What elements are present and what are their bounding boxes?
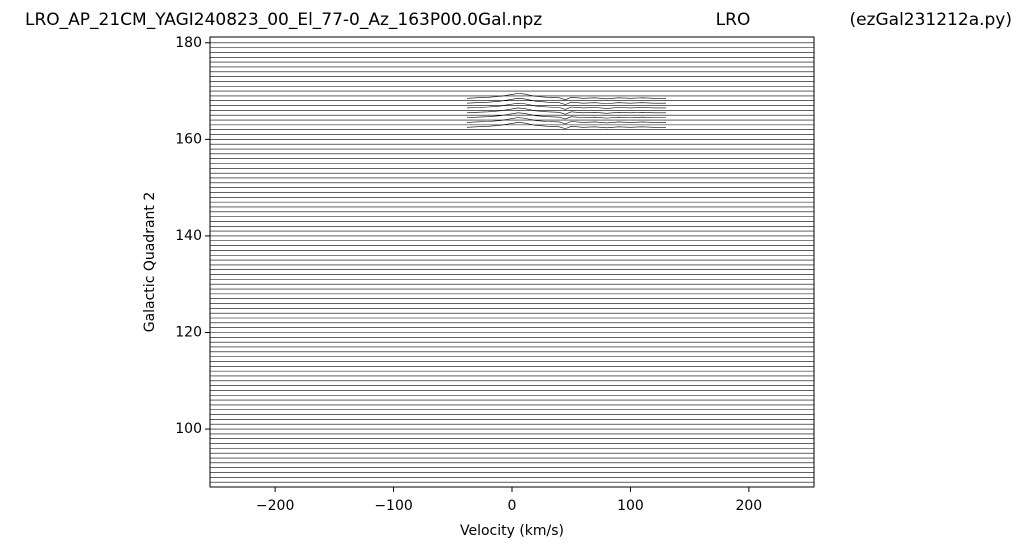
chart-title: LRO_AP_21CM_YAGI240823_00_El_77-0_Az_163…: [25, 10, 542, 30]
x-axis-label: Velocity (km/s): [460, 523, 564, 539]
y-tick-label: 180: [175, 35, 202, 51]
spectrum-line: [466, 122, 666, 130]
annotation: (ezGal231212a.py): [849, 10, 1012, 30]
spectrum-line: [466, 102, 666, 110]
chart-subtitle: LRO: [716, 10, 751, 30]
x-tick-label: −100: [374, 498, 412, 514]
spectrum-line: [466, 93, 666, 101]
x-tick-label: 200: [735, 498, 762, 514]
y-tick-label: 160: [175, 131, 202, 147]
x-tick-label: 100: [617, 498, 644, 514]
y-tick-label: 140: [175, 228, 202, 244]
spectrum-line: [466, 117, 666, 125]
spectrum-line: [466, 112, 666, 120]
y-tick-label: 120: [175, 324, 202, 340]
y-axis-label: Galactic Quadrant 2: [142, 192, 158, 333]
spectrum-line: [466, 98, 666, 105]
x-tick-label: 0: [508, 498, 517, 514]
x-tick-label: −200: [256, 498, 294, 514]
y-tick-label: 100: [175, 421, 202, 437]
spectrum-line: [466, 107, 666, 115]
